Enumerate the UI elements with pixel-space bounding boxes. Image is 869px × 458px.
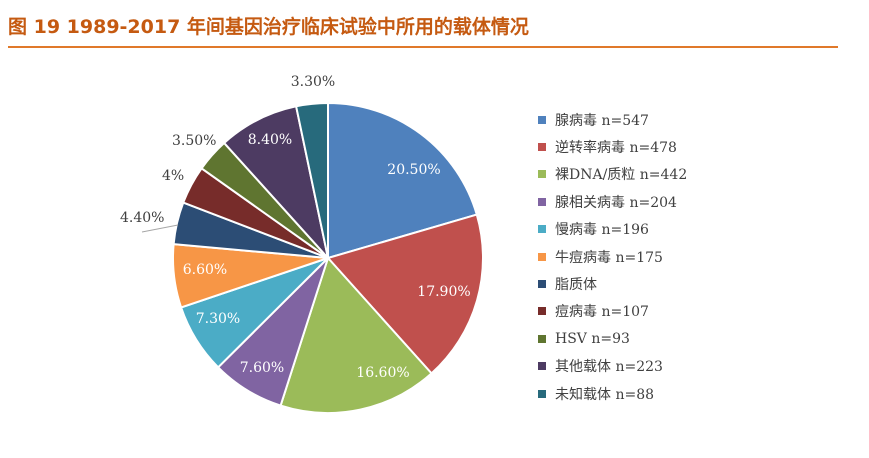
legend-swatch	[538, 334, 546, 343]
legend-item: 痘病毒 n=107	[538, 298, 687, 325]
legend-swatch	[538, 252, 546, 261]
legend-swatch	[538, 143, 546, 152]
data-label: 20.50%	[387, 162, 440, 178]
title-divider	[8, 46, 838, 48]
chart-title: 图 19 1989-2017 年间基因治疗临床试验中所用的载体情况	[8, 16, 529, 38]
pie-slice	[279, 256, 433, 414]
legend-swatch	[538, 362, 546, 371]
legend-label: 腺病毒 n=547	[555, 112, 649, 129]
legend-item: 腺病毒 n=547	[538, 106, 687, 133]
legend-label: 痘病毒 n=107	[555, 304, 649, 321]
legend-label: 腺相关病毒 n=204	[555, 194, 677, 211]
legend-swatch	[538, 115, 546, 124]
data-label: 16.60%	[356, 365, 409, 381]
legend-label: 牛痘病毒 n=175	[555, 249, 663, 266]
legend-item: 腺相关病毒 n=204	[538, 188, 687, 215]
legend-label: 脂质体	[555, 277, 597, 294]
legend-swatch	[538, 389, 546, 398]
legend-swatch	[538, 170, 546, 179]
data-label: 7.60%	[240, 360, 284, 376]
legend-item: 其他载体 n=223	[538, 353, 687, 380]
legend-item: 牛痘病毒 n=175	[538, 243, 687, 270]
legend-label: 其他载体 n=223	[555, 359, 663, 376]
legend-swatch	[538, 280, 546, 289]
pie-slice	[294, 101, 329, 259]
legend-item: 脂质体	[538, 270, 687, 297]
pie-slice	[327, 101, 479, 260]
legend-swatch	[538, 197, 546, 206]
legend-item: 未知载体 n=88	[538, 380, 687, 407]
data-label: 3.30%	[291, 74, 335, 90]
legend-item: 慢病毒 n=196	[538, 216, 687, 243]
data-label: 4.40%	[120, 210, 164, 226]
legend-item: 逆转率病毒 n=478	[538, 133, 687, 160]
pie-slice	[326, 213, 484, 375]
legend-label: HSV n=93	[555, 330, 630, 347]
data-label: 8.40%	[248, 132, 292, 148]
data-label: 7.30%	[196, 311, 240, 327]
legend-label: 逆转率病毒 n=478	[555, 140, 677, 157]
legend-swatch	[538, 307, 546, 316]
legend-item: HSV n=93	[538, 325, 687, 352]
legend-item: 裸DNA/质粒 n=442	[538, 161, 687, 188]
data-label: 3.50%	[172, 133, 216, 149]
legend-label: 慢病毒 n=196	[555, 222, 649, 239]
label-leader-line	[141, 224, 179, 233]
chart-legend: 腺病毒 n=547 逆转率病毒 n=478 裸DNA/质粒 n=442 腺相关病毒 n…	[538, 106, 687, 407]
legend-swatch	[538, 225, 546, 234]
data-label: 4%	[162, 168, 184, 184]
legend-label: 裸DNA/质粒 n=442	[555, 167, 688, 184]
legend-label: 未知载体 n=88	[555, 386, 655, 403]
data-label: 17.90%	[417, 284, 470, 300]
data-label: 6.60%	[183, 262, 227, 278]
